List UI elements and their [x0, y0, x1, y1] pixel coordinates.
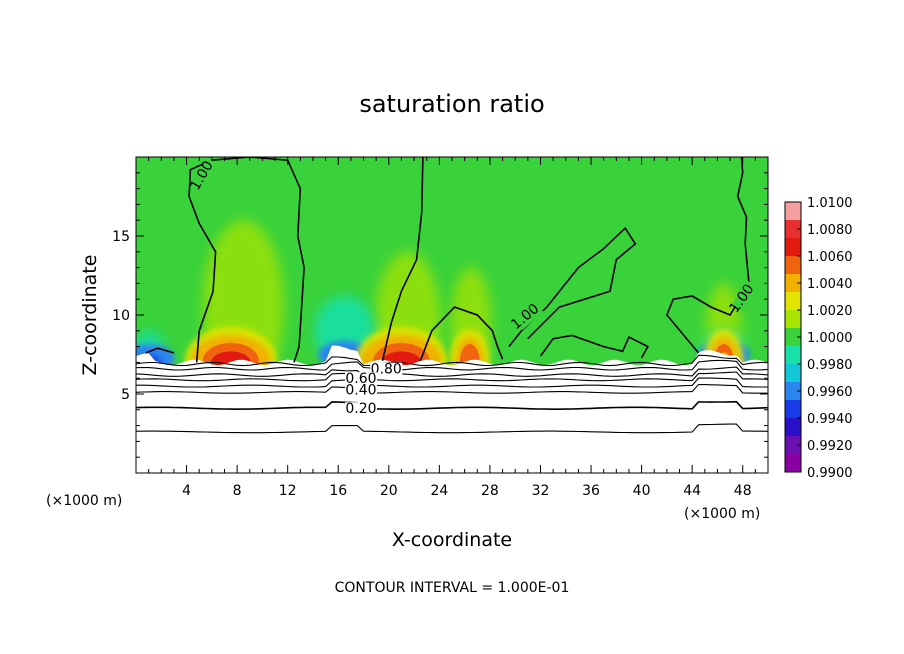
contour-label-gap: [344, 383, 377, 397]
contour-line-1-00: [381, 157, 424, 361]
y-tick-label: 10: [112, 308, 130, 324]
x-tick-label: 36: [582, 483, 600, 499]
x-tick-label: 12: [279, 483, 297, 499]
plot-area: [136, 157, 768, 473]
x-tick-label: 16: [329, 483, 347, 499]
contour-line: [136, 366, 768, 377]
colorbar-label: 1.0100: [807, 196, 853, 211]
contour-label-gap: [344, 372, 377, 386]
colorbar-label: 0.9980: [807, 358, 853, 373]
contour-label: 0.60: [345, 371, 376, 387]
chart-title: saturation ratio: [359, 90, 544, 118]
contour-line: [136, 400, 768, 411]
colorbar: 1.0100 1.0080 1.0060 1.0040 1.0020 1.0000 0.99…: [784, 196, 853, 481]
contour-line: [136, 354, 768, 367]
y-axis: 5 10 15: [112, 156, 768, 474]
colorbar-swatch: [785, 256, 801, 275]
contour-line: [136, 423, 768, 434]
y-axis-label: Z-coordinate: [79, 255, 101, 376]
colorbar-label: 1.0000: [807, 331, 853, 346]
colorbar-swatch: [785, 238, 801, 257]
contour-line-1-00: [188, 157, 305, 363]
contour-interval-note: CONTOUR INTERVAL = 1.000E-01: [335, 580, 570, 596]
colorbar-swatch: [785, 418, 801, 437]
x-tick-label: 40: [633, 483, 651, 499]
x-unit-right: (×1000 m): [684, 506, 760, 522]
colorbar-swatch: [785, 220, 801, 239]
contour-line: [136, 359, 768, 371]
contour-label-gap: [193, 157, 220, 189]
contour-line: [136, 383, 768, 394]
colorbar-label: 1.0080: [807, 223, 853, 238]
colorbar-swatch: [785, 364, 801, 383]
contour-label: 0.80: [371, 362, 402, 378]
colorbar-swatch: [785, 274, 801, 293]
contour-line-1-00: [539, 334, 650, 359]
colorbar-label: 0.9960: [807, 385, 853, 400]
colorbar-swatch: [785, 436, 801, 455]
colorbar-label: 0.9900: [807, 466, 853, 481]
x-tick-label: 32: [532, 483, 550, 499]
colorbar-swatch: [785, 382, 801, 401]
colorbar-swatch: [785, 454, 801, 473]
colorbar-swatch: [785, 328, 801, 347]
contour-line: [136, 371, 768, 382]
colorbar-swatch: [785, 202, 801, 221]
x-axis-label: X-coordinate: [392, 529, 512, 551]
contour-line: [136, 377, 768, 388]
x-tick-label: 24: [430, 483, 448, 499]
colorbar-label: 1.0040: [807, 277, 853, 292]
colorbar-swatch: [785, 310, 801, 329]
colorbar-label: 0.9920: [807, 439, 853, 454]
x-tick-label: 48: [734, 483, 752, 499]
contour-line-1-00: [419, 306, 504, 362]
contour-line-1-00: [145, 347, 175, 354]
contour-label-gap: [513, 301, 544, 331]
x-tick-label: 28: [481, 483, 499, 499]
x-tick-label: 8: [233, 483, 242, 499]
contour-label-gap: [344, 402, 377, 416]
contour-labels: 1.001.001.000.800.600.400.20: [187, 157, 760, 417]
x-tick-label: 44: [683, 483, 701, 499]
contour-label: 0.40: [345, 382, 376, 398]
y-tick-label: 5: [121, 387, 130, 403]
x-axis: 4 8 12 16 20 24 28 32 36 40 44 48: [135, 157, 769, 499]
colorbar-swatch: [785, 292, 801, 311]
colorbar-swatch: [785, 346, 801, 365]
y-tick-label: 15: [112, 229, 130, 245]
colorbar-label: 1.0060: [807, 250, 853, 265]
x-tick-label: 20: [380, 483, 398, 499]
ground-region: [136, 345, 768, 473]
colorbar-label: 0.9940: [807, 412, 853, 427]
colorbar-label: 1.0020: [807, 304, 853, 319]
contour-label: 0.20: [345, 401, 376, 417]
x-unit-left: (×1000 m): [46, 493, 122, 509]
x-tick-label: 4: [182, 483, 191, 499]
colorbar-swatch: [785, 400, 801, 419]
contour-label-gap: [370, 362, 403, 376]
contour-label-gap: [732, 281, 760, 313]
